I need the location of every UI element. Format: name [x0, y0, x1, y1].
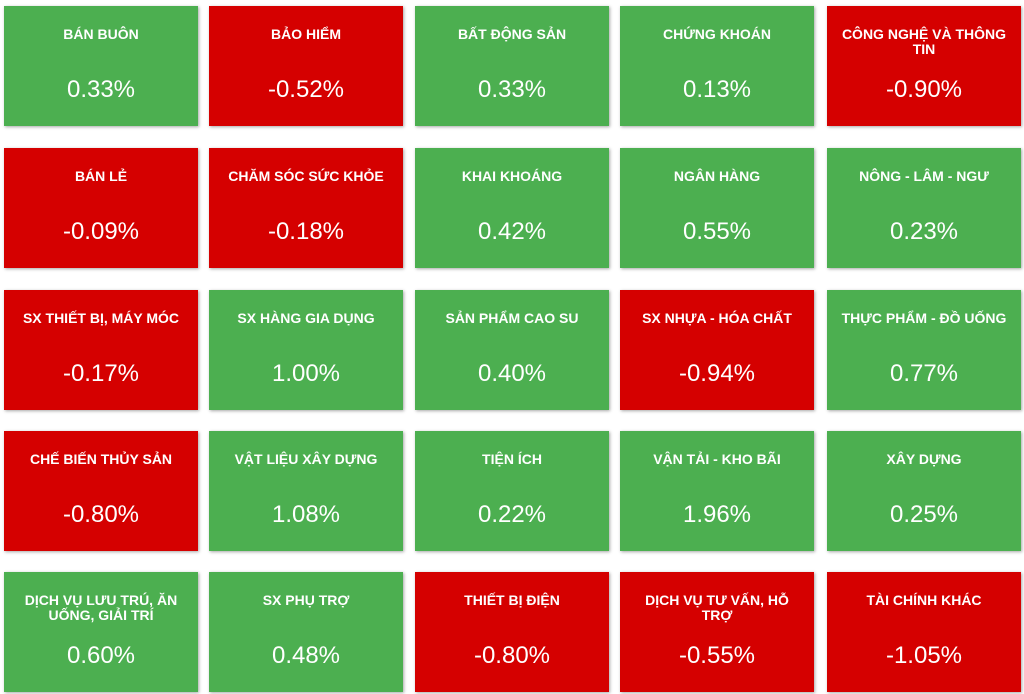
- sector-change-value: 1.96%: [682, 501, 752, 528]
- sector-tile[interactable]: THỰC PHẨM - ĐỒ UỐNG 0.77%: [827, 290, 1021, 410]
- sector-name: CHỨNG KHOÁN: [662, 26, 772, 42]
- sector-name: SX NHỰA - HÓA CHẤT: [642, 310, 792, 326]
- sector-name: TIỆN ÍCH: [482, 451, 542, 467]
- sector-tile[interactable]: CHĂM SÓC SỨC KHỎE -0.18%: [209, 148, 403, 268]
- sector-tile[interactable]: TIỆN ÍCH 0.22%: [415, 431, 609, 551]
- sector-change-value: -0.09%: [62, 218, 140, 245]
- sector-change-value: 1.08%: [271, 501, 341, 528]
- sector-tile[interactable]: BÁN LẺ -0.09%: [4, 148, 198, 268]
- sector-change-value: -0.94%: [678, 360, 756, 387]
- sector-change-value: 0.55%: [682, 218, 752, 245]
- sector-change-value: 0.33%: [66, 76, 136, 103]
- sector-change-value: -0.80%: [473, 642, 551, 669]
- sector-change-value: 0.22%: [477, 501, 547, 528]
- sector-change-value: -0.80%: [62, 501, 140, 528]
- sector-name: DỊCH VỤ TƯ VẤN, HỖ TRỢ: [645, 592, 789, 623]
- sector-tile[interactable]: NGÂN HÀNG 0.55%: [620, 148, 814, 268]
- sector-tile[interactable]: TÀI CHÍNH KHÁC -1.05%: [827, 572, 1021, 692]
- sector-change-value: 0.33%: [477, 76, 547, 103]
- sector-tile[interactable]: DỊCH VỤ TƯ VẤN, HỖ TRỢ -0.55%: [620, 572, 814, 692]
- sector-change-value: 1.00%: [271, 360, 341, 387]
- sector-tile[interactable]: SX PHỤ TRỢ 0.48%: [209, 572, 403, 692]
- sector-name: SX HÀNG GIA DỤNG: [237, 310, 375, 326]
- sector-tile[interactable]: KHAI KHOÁNG 0.42%: [415, 148, 609, 268]
- sector-change-value: 0.40%: [477, 360, 547, 387]
- sector-name: NGÂN HÀNG: [673, 168, 761, 184]
- sector-name: SX PHỤ TRỢ: [262, 592, 350, 608]
- sector-change-value: 0.13%: [682, 76, 752, 103]
- sector-tile[interactable]: SX NHỰA - HÓA CHẤT -0.94%: [620, 290, 814, 410]
- sector-tile[interactable]: BẢO HIỂM -0.52%: [209, 6, 403, 126]
- sector-tile[interactable]: SX HÀNG GIA DỤNG 1.00%: [209, 290, 403, 410]
- sector-tile[interactable]: XÂY DỰNG 0.25%: [827, 431, 1021, 551]
- sector-name: THỰC PHẨM - ĐỒ UỐNG: [841, 310, 1007, 326]
- sector-tile[interactable]: THIẾT BỊ ĐIỆN -0.80%: [415, 572, 609, 692]
- sector-change-value: 0.23%: [889, 218, 959, 245]
- sector-name: NÔNG - LÂM - NGƯ: [859, 168, 989, 184]
- sector-name: CHĂM SÓC SỨC KHỎE: [228, 168, 384, 184]
- sector-tile[interactable]: DỊCH VỤ LƯU TRÚ, ĂN UỐNG, GIẢI TRÍ 0.60%: [4, 572, 198, 692]
- sector-name: VẬN TẢI - KHO BÃI: [653, 451, 781, 467]
- sector-change-value: 0.42%: [477, 218, 547, 245]
- sector-change-value: 0.25%: [889, 501, 959, 528]
- sector-tile[interactable]: CÔNG NGHỆ VÀ THÔNG TIN -0.90%: [827, 6, 1021, 126]
- sector-tile[interactable]: BÁN BUÔN 0.33%: [4, 6, 198, 126]
- sector-tile[interactable]: BẤT ĐỘNG SẢN 0.33%: [415, 6, 609, 126]
- sector-change-value: 0.60%: [66, 642, 136, 669]
- sector-name: SẢN PHẨM CAO SU: [445, 310, 579, 326]
- sector-tile[interactable]: SẢN PHẨM CAO SU 0.40%: [415, 290, 609, 410]
- sector-change-value: -0.18%: [267, 218, 345, 245]
- sector-name: CHẾ BIẾN THỦY SẢN: [29, 451, 173, 467]
- sector-tile[interactable]: SX THIẾT BỊ, MÁY MÓC -0.17%: [4, 290, 198, 410]
- sector-name: BẤT ĐỘNG SẢN: [457, 26, 567, 42]
- sector-change-value: -0.17%: [62, 360, 140, 387]
- sector-change-value: -0.55%: [678, 642, 756, 669]
- sector-name: THIẾT BỊ ĐIỆN: [464, 592, 560, 608]
- sector-name: DỊCH VỤ LƯU TRÚ, ĂN UỐNG, GIẢI TRÍ: [24, 592, 178, 623]
- sector-tile[interactable]: VẬN TẢI - KHO BÃI 1.96%: [620, 431, 814, 551]
- sector-name: XÂY DỰNG: [886, 451, 962, 467]
- sector-change-value: 0.48%: [271, 642, 341, 669]
- sector-name: TÀI CHÍNH KHÁC: [866, 592, 982, 608]
- sector-name: SX THIẾT BỊ, MÁY MÓC: [22, 310, 180, 326]
- sector-change-value: -1.05%: [885, 642, 963, 669]
- sector-change-value: -0.90%: [885, 76, 963, 103]
- sector-tile[interactable]: NÔNG - LÂM - NGƯ 0.23%: [827, 148, 1021, 268]
- sector-name: CÔNG NGHỆ VÀ THÔNG TIN: [841, 26, 1007, 57]
- sector-tile[interactable]: VẬT LIỆU XÂY DỰNG 1.08%: [209, 431, 403, 551]
- sector-name: BÁN LẺ: [74, 168, 128, 184]
- sector-change-value: 0.77%: [889, 360, 959, 387]
- sector-name: KHAI KHOÁNG: [461, 168, 563, 184]
- sector-name: VẬT LIỆU XÂY DỰNG: [234, 451, 378, 467]
- sector-name: BÁN BUÔN: [63, 26, 139, 42]
- sector-name: BẢO HIỂM: [271, 26, 341, 42]
- sector-tile[interactable]: CHỨNG KHOÁN 0.13%: [620, 6, 814, 126]
- sector-change-value: -0.52%: [267, 76, 345, 103]
- sector-tile[interactable]: CHẾ BIẾN THỦY SẢN -0.80%: [4, 431, 198, 551]
